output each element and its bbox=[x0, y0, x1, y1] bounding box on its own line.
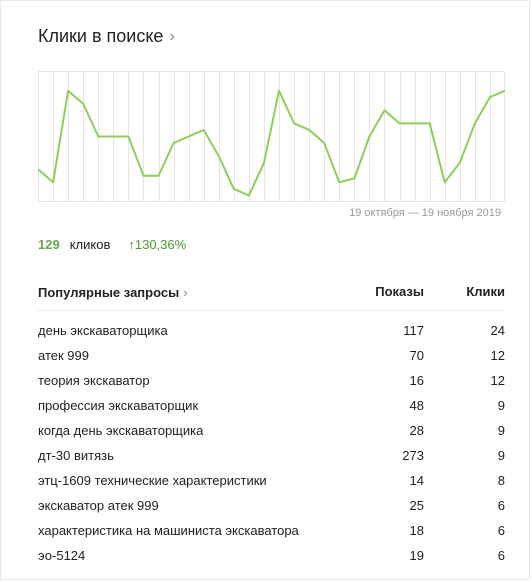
query-text[interactable]: этц-1609 технические характеристики bbox=[38, 473, 267, 488]
chart-point[interactable] bbox=[125, 134, 131, 140]
chevron-right-icon: › bbox=[183, 285, 188, 300]
clicks-summary: 129 кликов ↑130,36% bbox=[38, 237, 186, 252]
table-row: экскаватор атек 999 25 6 bbox=[38, 494, 505, 519]
clicks-chart-svg bbox=[38, 71, 505, 202]
shows-value: 273 bbox=[402, 448, 424, 463]
table-row: эо-5124 19 6 bbox=[38, 544, 505, 569]
table-row: когда день экскаваторщика 28 9 bbox=[38, 419, 505, 444]
table-row: день экскаваторщика 117 24 bbox=[38, 319, 505, 344]
clicks-chart bbox=[38, 71, 505, 202]
chart-point[interactable] bbox=[50, 179, 56, 185]
query-text[interactable]: когда день экскаваторщика bbox=[38, 423, 204, 438]
queries-table-body: день экскаваторщика 117 24 атек 999 70 1… bbox=[38, 319, 505, 569]
shows-value: 18 bbox=[409, 523, 424, 538]
shows-value: 117 bbox=[403, 323, 424, 338]
query-text[interactable]: дт-30 витязь bbox=[38, 448, 114, 463]
card-title-link[interactable]: Клики в поиске › bbox=[38, 26, 175, 47]
clicks-value: 9 bbox=[497, 398, 505, 413]
queries-table-header: Популярные запросы › Показы Клики bbox=[38, 284, 505, 310]
chart-frame bbox=[38, 71, 505, 202]
query-text[interactable]: эо-5124 bbox=[38, 548, 86, 563]
chart-point[interactable] bbox=[427, 120, 433, 126]
chart-point[interactable] bbox=[80, 101, 86, 107]
chart-point[interactable] bbox=[321, 140, 327, 146]
chart-point[interactable] bbox=[276, 88, 282, 94]
query-text[interactable]: экскаватор атек 999 bbox=[38, 498, 159, 513]
query-text[interactable]: характеристика на машиниста экскаватора bbox=[38, 523, 299, 538]
clicks-value: 24 bbox=[490, 323, 505, 338]
shows-value: 25 bbox=[409, 498, 424, 513]
shows-value: 70 bbox=[409, 348, 424, 363]
shows-value: 16 bbox=[409, 373, 424, 388]
chart-point[interactable] bbox=[472, 120, 478, 126]
clicks-total: 129 bbox=[38, 237, 60, 252]
chart-point[interactable] bbox=[246, 192, 252, 198]
clicks-value: 6 bbox=[497, 523, 505, 538]
chart-point[interactable] bbox=[457, 160, 463, 166]
shows-value: 19 bbox=[409, 548, 424, 563]
chart-point[interactable] bbox=[487, 94, 493, 100]
col-query-header: Популярные запросы bbox=[38, 284, 180, 300]
chart-point[interactable] bbox=[336, 179, 342, 185]
chart-point[interactable] bbox=[216, 153, 222, 159]
chart-point[interactable] bbox=[65, 88, 71, 94]
shows-value: 28 bbox=[409, 423, 424, 438]
chart-point[interactable] bbox=[171, 140, 177, 146]
clicks-series-line bbox=[38, 89, 505, 197]
col-clicks-header: Клики bbox=[466, 284, 505, 299]
chevron-right-icon: › bbox=[169, 28, 175, 45]
chart-point[interactable] bbox=[231, 186, 237, 192]
chart-point[interactable] bbox=[261, 160, 267, 166]
clicks-value: 9 bbox=[497, 448, 505, 463]
table-row: характеристика на машиниста экскаватора … bbox=[38, 519, 505, 544]
col-shows-header: Показы bbox=[375, 284, 424, 299]
table-row: этц-1609 технические характеристики 14 8 bbox=[38, 469, 505, 494]
clicks-label: кликов bbox=[69, 237, 111, 252]
chart-point[interactable] bbox=[412, 120, 418, 126]
table-row: профессия экскаваторщик 48 9 bbox=[38, 394, 505, 419]
chart-point[interactable] bbox=[201, 127, 207, 133]
chart-point[interactable] bbox=[381, 107, 387, 113]
chart-point[interactable] bbox=[95, 134, 101, 140]
chart-point[interactable] bbox=[397, 120, 403, 126]
clicks-value: 9 bbox=[497, 423, 505, 438]
chart-point[interactable] bbox=[110, 134, 116, 140]
table-row: атек 999 70 12 bbox=[38, 344, 505, 369]
clicks-value: 6 bbox=[497, 498, 505, 513]
table-row: дт-30 витязь 273 9 bbox=[38, 444, 505, 469]
chart-point[interactable] bbox=[291, 120, 297, 126]
shows-value: 14 bbox=[409, 473, 424, 488]
query-text[interactable]: день экскаваторщика bbox=[38, 323, 168, 338]
chart-point[interactable] bbox=[306, 127, 312, 133]
table-divider bbox=[38, 310, 505, 311]
popular-queries-link[interactable]: Популярные запросы › bbox=[38, 284, 188, 301]
clicks-value: 12 bbox=[490, 348, 505, 363]
chart-point[interactable] bbox=[366, 134, 372, 140]
clicks-value: 12 bbox=[490, 373, 505, 388]
chart-point[interactable] bbox=[442, 179, 448, 185]
chart-point[interactable] bbox=[186, 134, 192, 140]
chart-point[interactable] bbox=[351, 175, 357, 181]
clicks-value: 6 bbox=[497, 548, 505, 563]
chart-point[interactable] bbox=[156, 173, 162, 179]
chart-point[interactable] bbox=[140, 173, 146, 179]
query-text[interactable]: теория экскаватор bbox=[38, 373, 150, 388]
query-text[interactable]: профессия экскаваторщик bbox=[38, 398, 199, 413]
card-title: Клики в поиске bbox=[38, 26, 164, 46]
clicks-delta: ↑130,36% bbox=[128, 237, 187, 252]
clicks-value: 8 bbox=[497, 473, 505, 488]
query-text[interactable]: атек 999 bbox=[38, 348, 89, 363]
date-range: 19 октября — 19 ноября 2019 bbox=[349, 207, 501, 219]
table-row: теория экскаватор 16 12 bbox=[38, 369, 505, 394]
shows-value: 48 bbox=[409, 398, 424, 413]
